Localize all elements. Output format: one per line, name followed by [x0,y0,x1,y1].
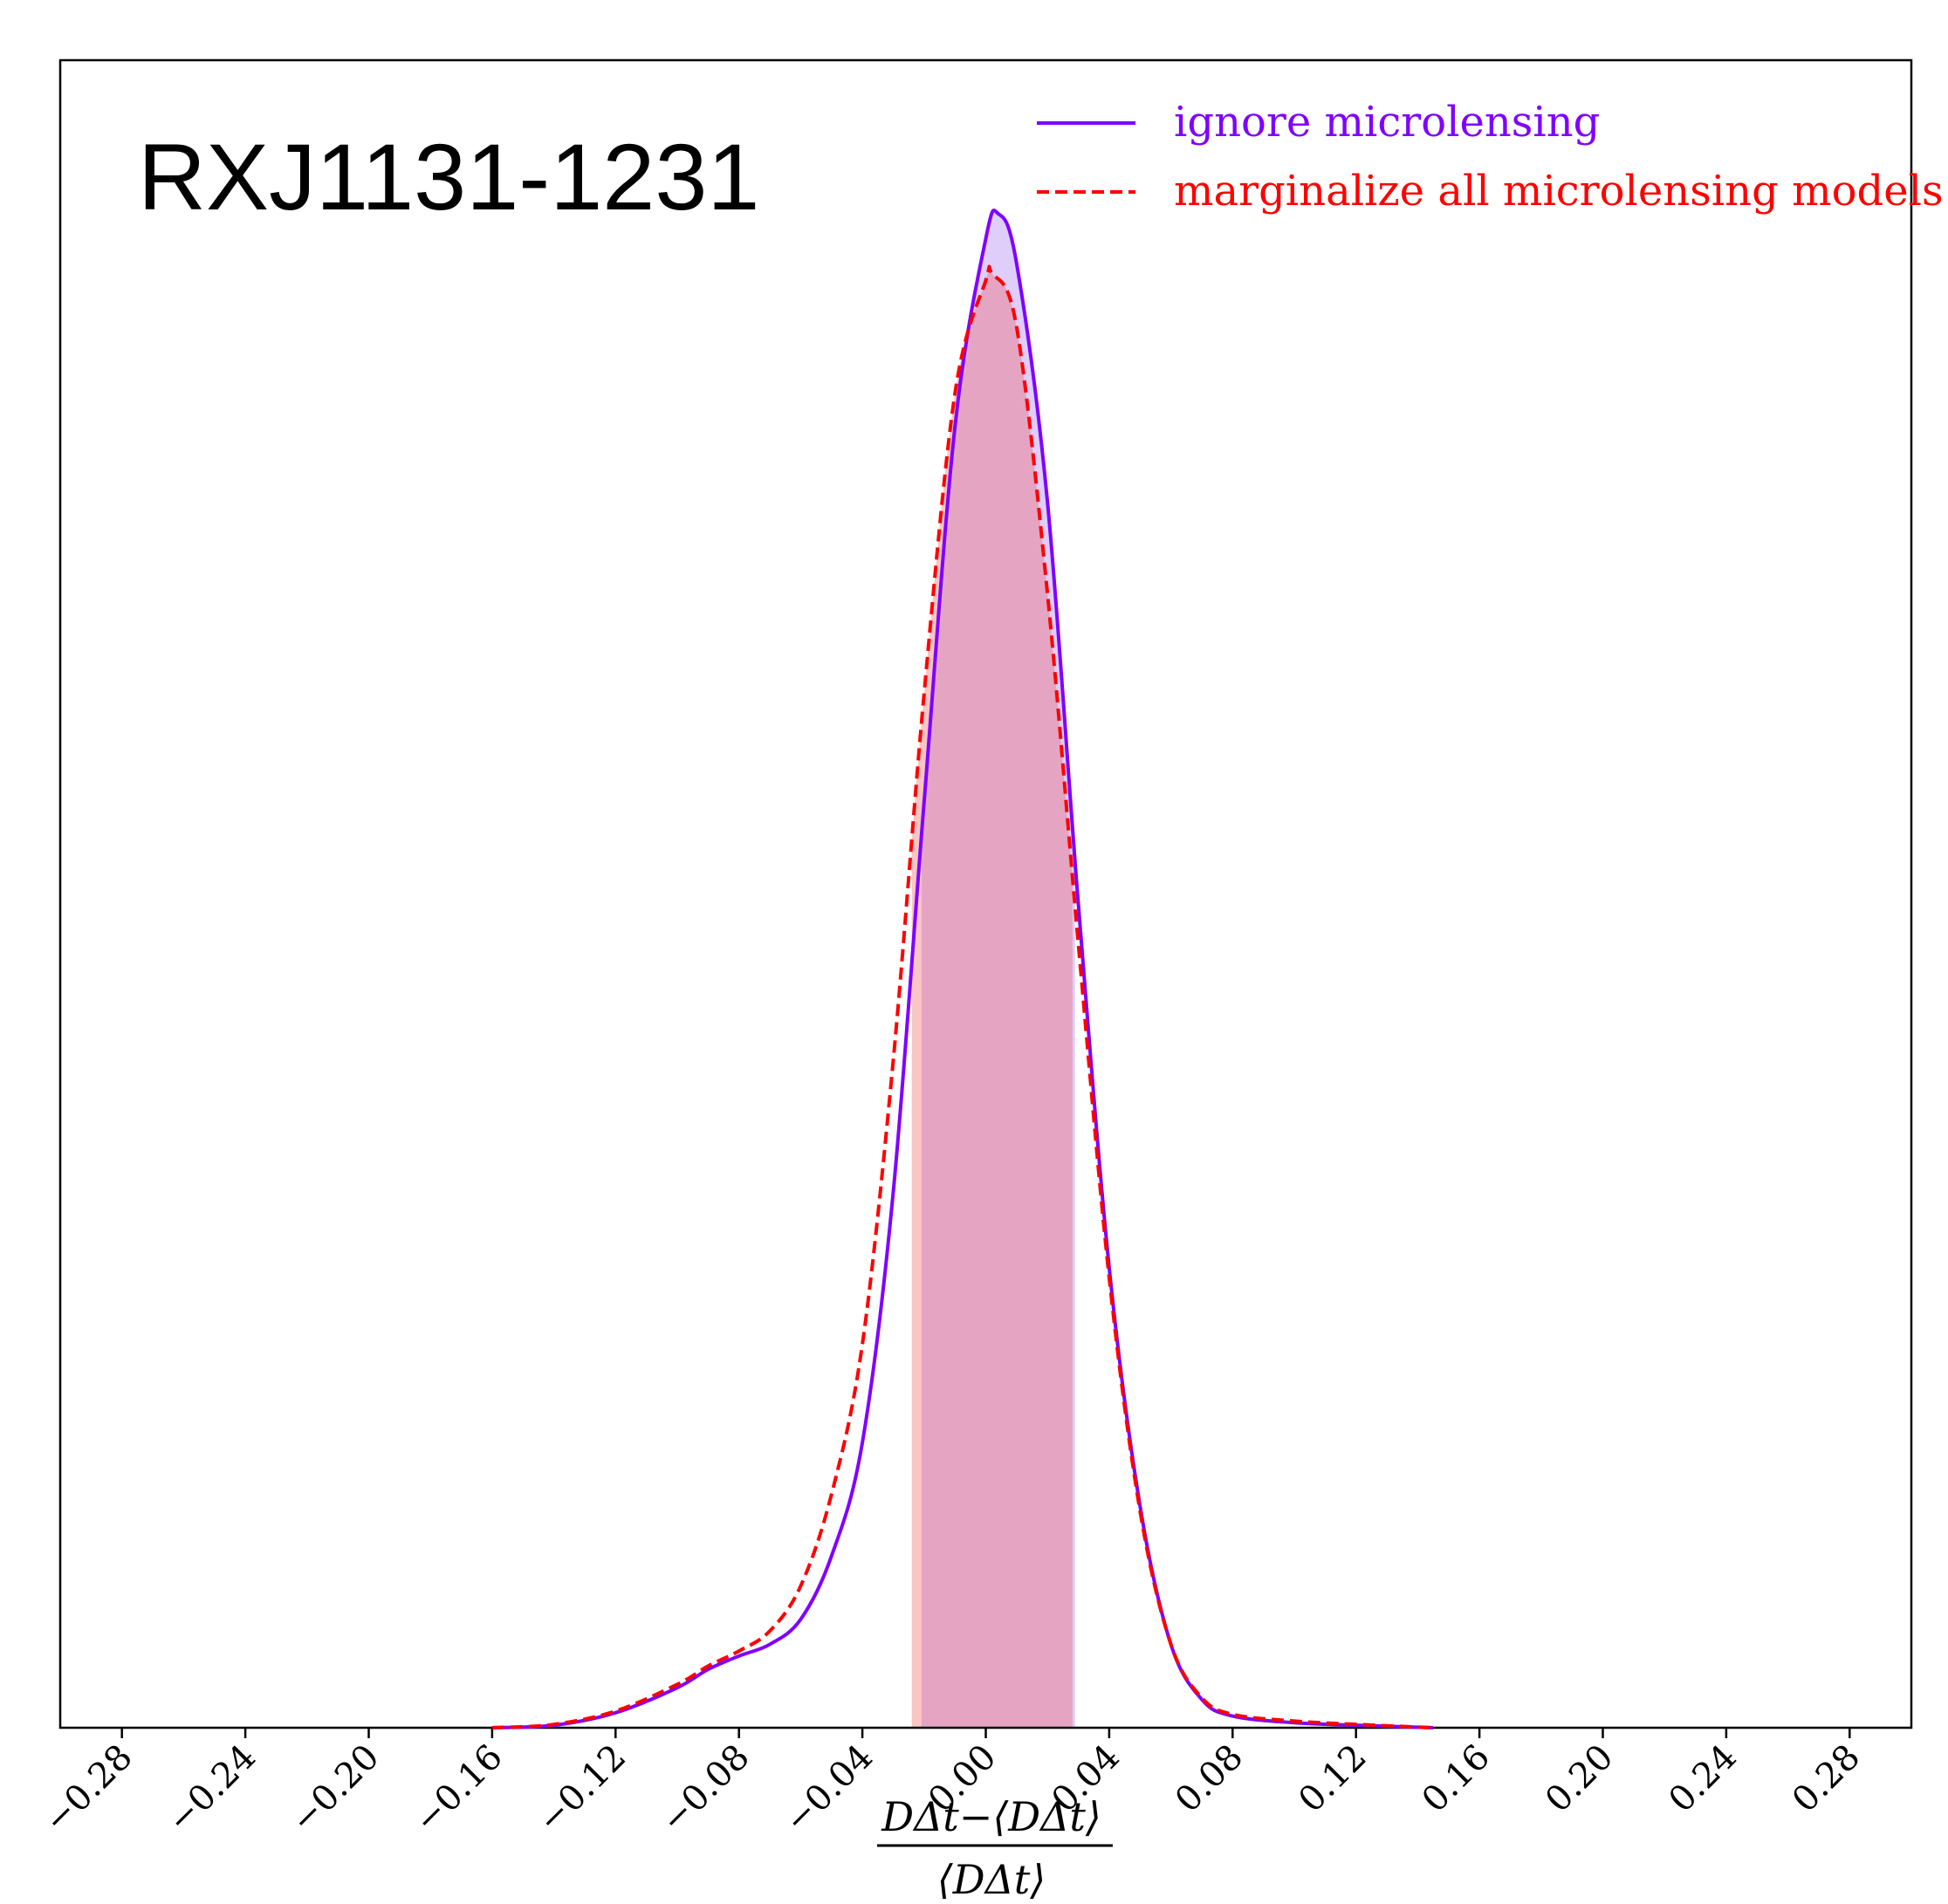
x-tick-label: 0.20 [1538,1737,1622,1821]
x-tick-label: 0.12 [1291,1737,1375,1821]
legend-label: marginalize all microlensing models [1174,167,1944,216]
x-tick-label: −0.08 [654,1737,758,1841]
density-line [491,264,1434,1729]
x-tick-label: −0.20 [283,1737,387,1841]
x-tick-label: −0.12 [530,1737,634,1841]
x-tick-label: 0.24 [1661,1737,1745,1821]
x-tick-label: 0.08 [1168,1737,1252,1821]
credible-interval-fill [921,210,1075,1728]
density-line [491,209,1434,1729]
x-label-numerator: DΔt−⟨DΔt⟩ [881,1793,1101,1840]
x-tick-label: −0.04 [777,1737,881,1841]
x-tick-label: 0.16 [1415,1737,1499,1821]
x-tick-label: −0.28 [37,1737,141,1841]
x-label-denominator: ⟨DΔt⟩ [937,1856,1046,1903]
x-tick-label: −0.24 [160,1737,264,1841]
credible-interval-fill [911,266,1073,1728]
chart-title: RXJ1131-1231 [138,124,760,229]
x-tick-label: 0.28 [1785,1737,1869,1821]
legend-label: ignore microlensing [1174,98,1600,147]
x-tick-label: −0.16 [407,1737,511,1841]
